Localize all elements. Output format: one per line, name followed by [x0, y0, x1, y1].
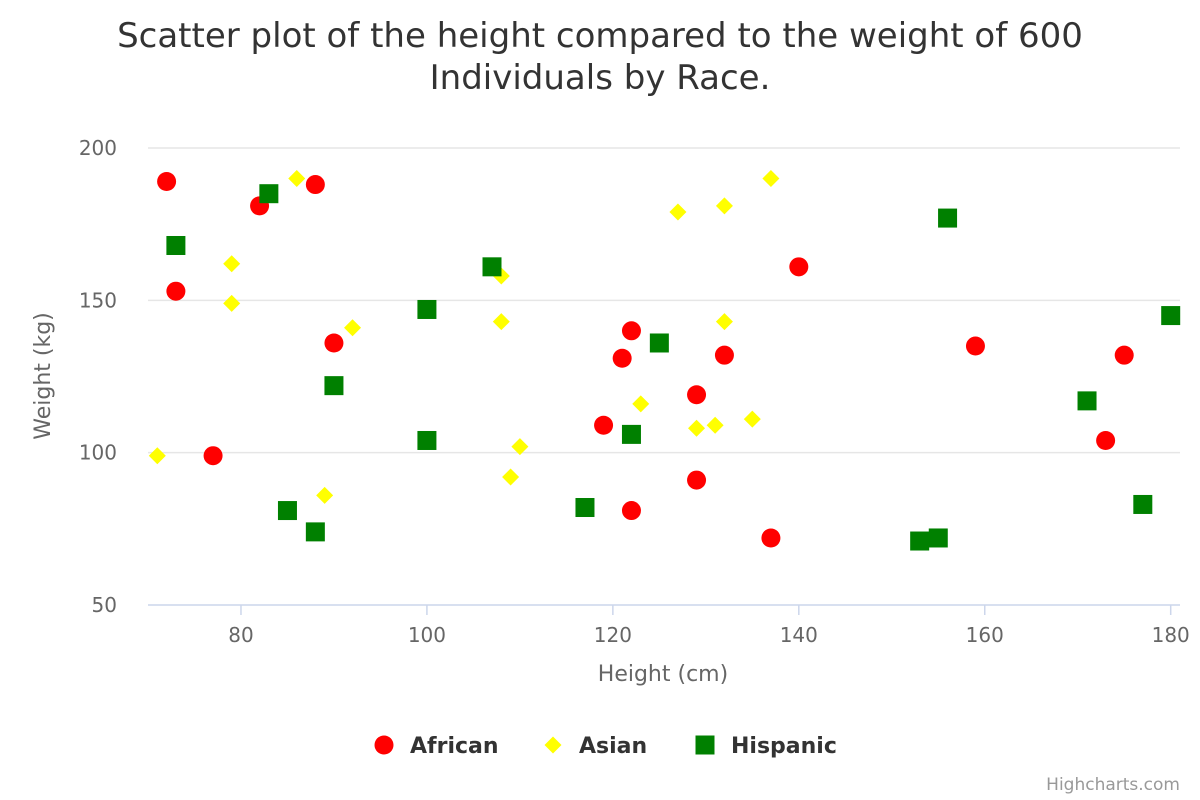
- data-point-african[interactable]: [621, 321, 641, 341]
- data-point-hispanic[interactable]: [621, 424, 641, 444]
- data-point-hispanic[interactable]: [305, 522, 325, 542]
- x-axis-title: Height (cm): [598, 662, 728, 687]
- y-tick-label: 50: [92, 593, 117, 617]
- legend-symbol-asian[interactable]: [544, 736, 562, 754]
- data-point-hispanic[interactable]: [259, 184, 279, 204]
- data-point-hispanic[interactable]: [649, 333, 669, 353]
- data-point-asian[interactable]: [632, 395, 650, 413]
- data-point-asian[interactable]: [715, 197, 733, 215]
- legend-item-asian[interactable]: Asian: [544, 734, 648, 759]
- y-grid-lines: [148, 147, 1180, 454]
- legend-item-hispanic[interactable]: Hispanic: [695, 734, 837, 759]
- data-point-asian[interactable]: [148, 447, 166, 465]
- data-point-african[interactable]: [324, 333, 344, 353]
- x-tick-label: 140: [780, 623, 818, 647]
- legend-symbol-hispanic[interactable]: [695, 735, 715, 755]
- data-point-african[interactable]: [305, 175, 325, 195]
- data-point-african[interactable]: [1096, 430, 1116, 450]
- y-tick-label: 100: [79, 441, 117, 465]
- data-point-hispanic[interactable]: [482, 257, 502, 277]
- data-point-asian[interactable]: [344, 319, 362, 337]
- data-point-african[interactable]: [594, 415, 614, 435]
- x-tick-labels: 80 100 120 140 160 180: [228, 605, 1190, 647]
- data-point-asian[interactable]: [223, 294, 241, 312]
- data-point-african[interactable]: [789, 257, 809, 277]
- data-point-asian[interactable]: [511, 438, 529, 456]
- data-point-african[interactable]: [166, 281, 186, 301]
- y-axis-title: Weight (kg): [31, 312, 56, 440]
- data-point-asian[interactable]: [669, 203, 687, 221]
- data-point-hispanic[interactable]: [928, 528, 948, 548]
- data-point-african[interactable]: [203, 446, 223, 466]
- legend: African Asian Hispanic: [374, 734, 837, 759]
- data-point-african[interactable]: [1114, 345, 1134, 365]
- series-hispanic: [166, 184, 1181, 551]
- data-point-african[interactable]: [157, 172, 177, 192]
- data-point-asian[interactable]: [706, 416, 724, 434]
- legend-label: Hispanic: [731, 734, 837, 759]
- y-tick-label: 150: [79, 288, 117, 312]
- series-asian: [148, 169, 780, 504]
- data-point-hispanic[interactable]: [277, 501, 297, 521]
- data-point-asian[interactable]: [762, 169, 780, 187]
- data-point-african[interactable]: [965, 336, 985, 356]
- legend-label: Asian: [579, 734, 647, 759]
- data-point-asian[interactable]: [223, 255, 241, 273]
- data-point-african[interactable]: [621, 501, 641, 521]
- chart-title-line-2: Individuals by Race.: [430, 58, 771, 98]
- series-african: [157, 172, 1134, 548]
- x-tick-label: 80: [228, 623, 253, 647]
- legend-label: African: [410, 734, 499, 759]
- data-point-asian[interactable]: [743, 410, 761, 428]
- chart-title-line-1: Scatter plot of the height compared to t…: [117, 16, 1083, 56]
- data-point-hispanic[interactable]: [417, 430, 437, 450]
- data-point-hispanic[interactable]: [575, 498, 595, 518]
- data-point-hispanic[interactable]: [1077, 391, 1097, 411]
- data-point-hispanic[interactable]: [910, 531, 930, 551]
- data-point-asian[interactable]: [688, 419, 706, 437]
- chart-title: Scatter plot of the height compared to t…: [117, 16, 1083, 98]
- x-tick-label: 120: [594, 623, 632, 647]
- data-point-asian[interactable]: [715, 313, 733, 331]
- data-point-hispanic[interactable]: [166, 235, 186, 255]
- data-point-hispanic[interactable]: [938, 208, 958, 228]
- data-point-asian[interactable]: [288, 169, 306, 187]
- data-point-african[interactable]: [612, 348, 632, 368]
- data-point-asian[interactable]: [502, 468, 520, 486]
- data-point-hispanic[interactable]: [1161, 306, 1181, 326]
- x-tick-label: 160: [966, 623, 1004, 647]
- data-point-hispanic[interactable]: [417, 299, 437, 319]
- data-point-asian[interactable]: [492, 313, 510, 331]
- data-point-african[interactable]: [687, 470, 707, 490]
- data-point-african[interactable]: [714, 345, 734, 365]
- x-tick-label: 100: [408, 623, 446, 647]
- data-point-hispanic[interactable]: [324, 376, 344, 396]
- data-point-african[interactable]: [687, 385, 707, 405]
- data-series: [148, 169, 1181, 551]
- y-tick-label: 200: [79, 136, 117, 160]
- x-tick-label: 180: [1152, 623, 1190, 647]
- data-point-asian[interactable]: [316, 486, 334, 504]
- credits-link[interactable]: Highcharts.com: [1046, 775, 1180, 795]
- data-point-african[interactable]: [761, 528, 781, 548]
- data-point-hispanic[interactable]: [1133, 494, 1153, 514]
- legend-symbol-african[interactable]: [374, 735, 394, 755]
- y-tick-labels: 50 100 150 200: [79, 136, 117, 617]
- legend-item-african[interactable]: African: [374, 734, 499, 759]
